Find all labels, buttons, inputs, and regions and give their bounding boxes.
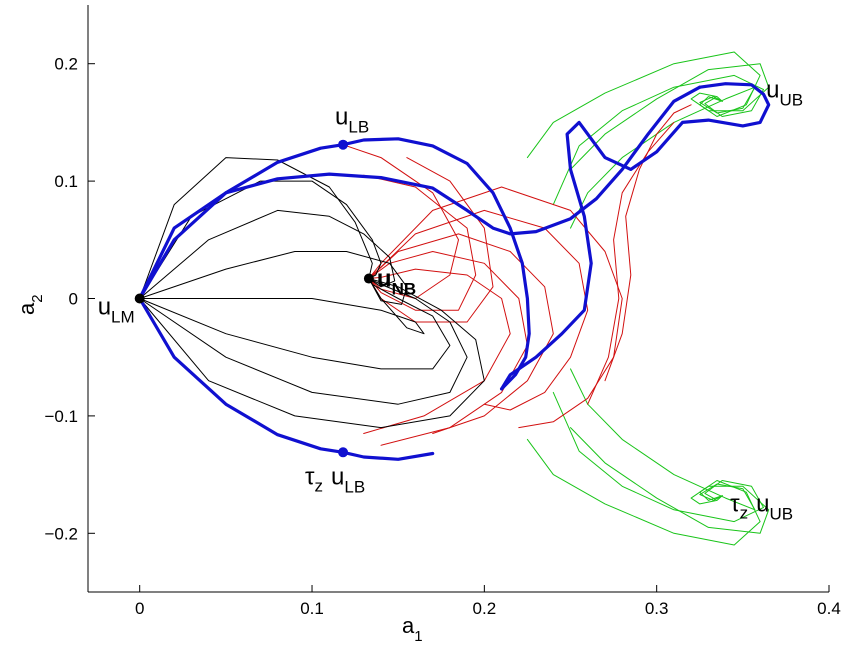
green-traj-line	[552, 391, 764, 523]
green-traj-line	[526, 438, 761, 546]
red-traj-line	[363, 268, 511, 434]
x-tick-label: 0.2	[473, 599, 497, 618]
black-traj-line	[139, 278, 485, 429]
point-label-tz-u-lb: τz uLB	[305, 463, 365, 496]
point-marker-u-lm	[134, 293, 145, 304]
x-tick-label: 0.1	[300, 599, 324, 618]
y-axis-label: a2	[14, 294, 46, 315]
black-traj-line	[139, 278, 468, 405]
red-traj-line	[368, 251, 528, 446]
point-label-u-ub: uUB	[766, 76, 803, 109]
x-tick-label: 0.4	[817, 599, 841, 618]
black-traj-line	[139, 157, 373, 299]
red-traj-line	[587, 121, 675, 405]
x-tick-label: 0.3	[645, 599, 669, 618]
point-label-u-lb: uLB	[335, 104, 369, 137]
point-marker-tz-u-lb	[338, 447, 349, 458]
black-traj-line	[139, 209, 396, 299]
red-traj-line	[342, 144, 459, 299]
green-traj-line	[552, 74, 764, 206]
red-traj-line	[368, 209, 589, 411]
point-labels: uLM uLB τz uLB uNB uUB τz uUB	[98, 76, 803, 523]
point-label-u-lm: uLM	[98, 294, 135, 327]
red-traj-line	[363, 174, 477, 311]
x-tick-label: 0	[135, 599, 144, 618]
green-traj-line	[570, 368, 756, 511]
plot-area	[134, 51, 771, 546]
y-tick-label: 0.2	[54, 55, 78, 74]
red-traj-line	[368, 157, 494, 323]
y-tick-label: −0.2	[44, 524, 78, 543]
y-tick-label: 0	[69, 290, 78, 309]
point-marker-u-lb	[338, 139, 349, 150]
blue-boundary-line	[500, 82, 771, 391]
blue-boundary-line	[138, 296, 435, 461]
y-tick-label: −0.1	[44, 407, 78, 426]
green-traj-line	[526, 51, 761, 159]
point-marker-u-nb	[363, 273, 374, 284]
blue-boundary-line	[138, 85, 702, 301]
black-traj-line	[139, 278, 451, 370]
y-tick-label: 0.1	[54, 172, 78, 191]
green-traj-line	[570, 427, 770, 534]
axes: 0 0.1 0.2 0.3 0.4 −0.2 −0.1 0 0.1 0.2	[44, 5, 841, 618]
black-traj-line	[139, 278, 425, 335]
green-traj-line	[570, 63, 770, 170]
blue-boundary-line	[138, 137, 531, 391]
point-label-u-nb: uNB	[377, 266, 416, 299]
red-traj-line	[604, 104, 692, 382]
point-label-tz-u-ub: τz uUB	[730, 491, 793, 524]
black-traj-line	[139, 251, 408, 305]
red-traj-line	[368, 233, 554, 434]
x-axis-label: a1	[402, 613, 423, 645]
red-traj-line	[368, 186, 623, 429]
